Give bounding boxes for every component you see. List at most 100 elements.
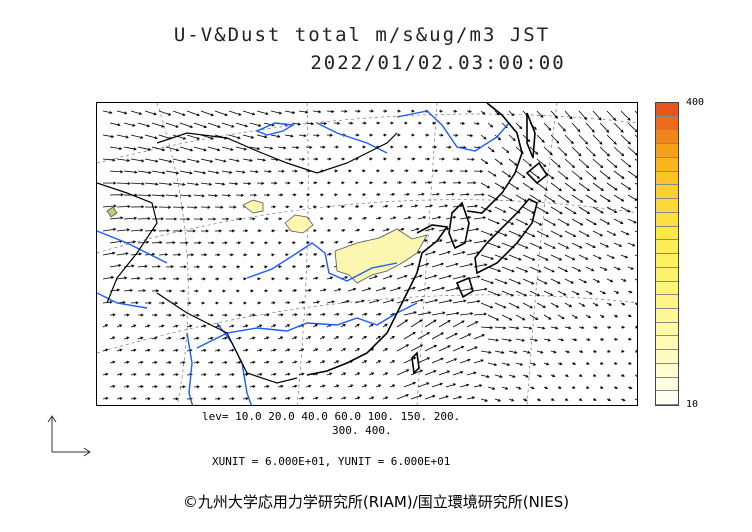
wind-vector (389, 286, 402, 292)
western-river (97, 230, 168, 264)
wind-vector (431, 169, 439, 173)
wind-vector (270, 277, 276, 281)
wind-vector (193, 122, 208, 129)
wind-vector (438, 204, 449, 208)
wind-vector (207, 194, 219, 198)
wind-vector (599, 314, 605, 318)
wind-vector (235, 170, 246, 174)
wind-vector (445, 145, 452, 149)
wind-vector (109, 122, 121, 127)
wind-vector (585, 218, 597, 225)
wind-vector (627, 386, 633, 390)
wind-vector (634, 278, 637, 282)
wind-vector (186, 134, 201, 140)
wind-vector (179, 194, 192, 198)
wind-vector (571, 122, 581, 133)
wind-vector (627, 194, 637, 201)
wind-vector (529, 194, 542, 203)
wind-vector (151, 170, 166, 175)
wind-vector (487, 266, 502, 273)
wind-vector (375, 360, 382, 364)
wind-vector (585, 338, 591, 341)
wind-vector (515, 386, 522, 390)
wind-vector (305, 336, 312, 340)
colorbar-segment (656, 103, 678, 117)
wind-vector (340, 372, 347, 376)
wind-vector (165, 265, 174, 269)
wind-vector (172, 182, 186, 186)
lake-baikal (255, 122, 296, 136)
wind-vector (543, 338, 552, 342)
wind-vector (410, 274, 423, 280)
amur-river (396, 110, 510, 152)
wind-vector (459, 383, 470, 388)
wind-vector (165, 194, 179, 198)
wind-vector (620, 349, 625, 353)
wind-vector (529, 170, 540, 179)
wind-vector (298, 372, 305, 376)
wind-vector (347, 336, 354, 340)
wind-vector (102, 251, 116, 256)
wind-vector (109, 170, 124, 174)
wind-vector (333, 145, 340, 149)
wind-vector (382, 228, 390, 232)
wind-vector (319, 241, 325, 245)
wind-vector (494, 134, 502, 141)
wind-vector (578, 158, 590, 169)
wind-vector (123, 336, 130, 340)
wind-vector (116, 348, 123, 352)
wind-vector (144, 110, 157, 116)
wind-vector (249, 146, 261, 151)
wind-vector (438, 109, 444, 113)
wind-vector (487, 362, 498, 366)
wind-arrows (102, 109, 637, 402)
wind-vector (130, 228, 144, 232)
wind-vector (242, 181, 252, 186)
wind-vector (298, 348, 305, 352)
wind-vector (228, 397, 235, 401)
wind-vector (634, 134, 637, 138)
wind-vector (550, 350, 557, 354)
wind-vector (263, 313, 270, 317)
wind-vector (480, 110, 486, 115)
indus-river (97, 292, 148, 309)
wind-vector (445, 169, 454, 173)
wind-vector (536, 398, 542, 402)
wind-vector (620, 230, 630, 236)
wind-vector (158, 348, 165, 352)
wind-vector (417, 332, 431, 340)
wind-vector (235, 146, 248, 151)
wind-vector (613, 146, 625, 157)
wind-vector (480, 182, 491, 189)
wind-vector (578, 254, 589, 260)
wind-vector (494, 374, 503, 378)
wind-vector (137, 170, 152, 175)
wind-vector (319, 336, 326, 340)
wind-vector (179, 170, 193, 175)
wind-vector (326, 300, 335, 304)
wind-vector (298, 134, 307, 138)
wind-vector (592, 349, 598, 353)
wind-vector (305, 313, 312, 317)
colorbar-segment (656, 322, 678, 337)
wind-vector (312, 157, 319, 161)
wind-vector (452, 133, 459, 137)
wind-vector (186, 324, 193, 328)
wind-vector (634, 302, 637, 305)
wind-vector (417, 286, 431, 292)
wind-vector (200, 277, 207, 281)
wind-vector (277, 146, 287, 150)
wind-vector (264, 193, 271, 197)
wind-vector (396, 319, 409, 328)
wind-vector (284, 396, 291, 400)
wind-vector (452, 251, 466, 256)
wind-vector (494, 158, 503, 165)
wind-vector (228, 205, 237, 209)
wind-vector (186, 253, 195, 257)
wind-vector (159, 301, 166, 305)
wind-vector (501, 146, 510, 154)
wind-vector (473, 169, 484, 173)
wind-vector (312, 253, 318, 257)
wind-vector (228, 110, 242, 116)
wind-vector (333, 336, 340, 340)
